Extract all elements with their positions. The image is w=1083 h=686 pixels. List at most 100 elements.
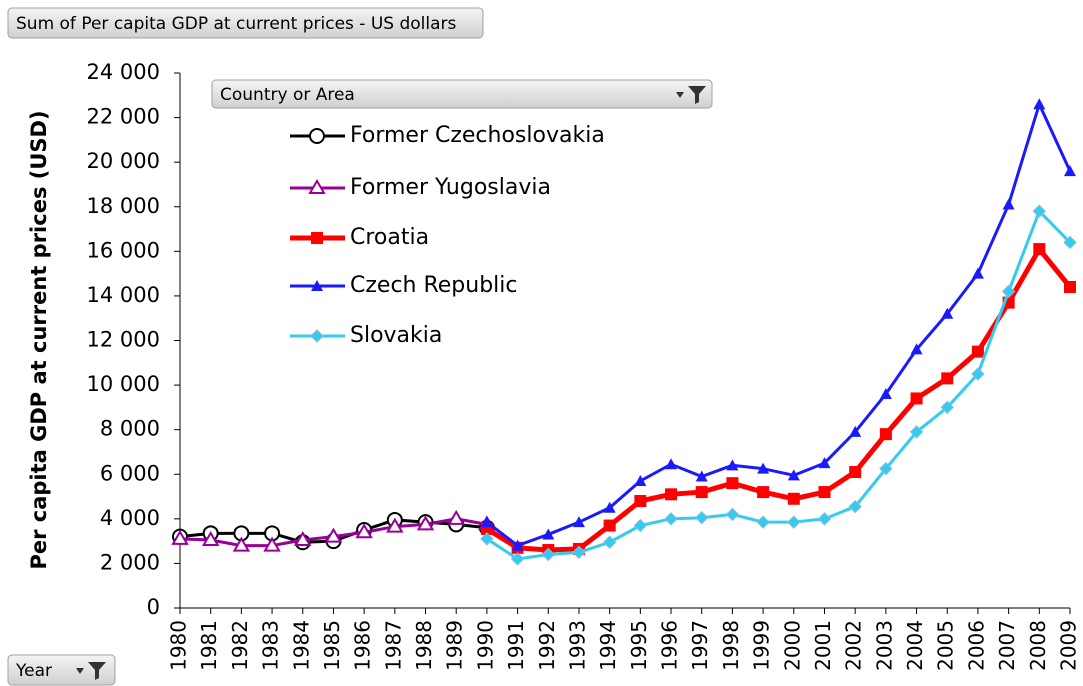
data-point [263,536,281,552]
x-tick-label: 1995 [627,620,651,671]
data-point [910,343,923,355]
legend-marker [308,179,326,194]
legend-field-button[interactable] [211,79,713,109]
data-point [510,552,525,566]
x-tick-label: 1993 [565,620,589,671]
data-point [634,495,647,507]
x-tick-label: 1985 [320,620,344,671]
data-point [1063,235,1077,250]
x-tick-label: 1998 [719,620,743,671]
data-point [1033,98,1046,110]
legend-marker [311,232,323,244]
y-tick-label: 16 000 [87,238,160,262]
data-point [849,425,862,437]
series-line [486,208,1072,561]
x-tick-label: 1990 [473,620,497,671]
data-point [603,501,616,513]
chart-title: Sum of Per capita GDP at current prices … [16,14,457,34]
data-point [848,499,862,514]
data-point [572,516,585,528]
data-point [818,486,831,499]
data-point [603,519,616,532]
data-point [757,462,770,474]
x-tick-label: 1982 [228,620,252,671]
x-tick-label: 1999 [750,620,774,671]
x-tick-label: 1997 [688,620,712,671]
y-tick-label: 6 000 [100,461,160,485]
data-point [665,488,678,501]
x-field-button[interactable] [7,654,116,686]
data-point [941,307,954,319]
data-point [232,536,251,552]
data-point [1064,281,1076,293]
x-tick-label: 2009 [1057,620,1081,671]
data-point [665,458,678,470]
data-point [726,459,739,471]
data-point [447,509,465,525]
data-point [787,515,801,529]
y-tick-label: 12 000 [87,328,160,352]
x-tick-label: 2005 [934,620,958,671]
legend-label: Czech Republic [350,273,518,298]
data-point [633,518,648,533]
data-point [1064,165,1076,177]
data-point [971,367,985,381]
filter-icon[interactable] [676,86,706,104]
x-tick-label: 2004 [903,620,927,671]
x-tick-label: 1996 [658,620,682,671]
y-tick-label: 22 000 [87,105,160,129]
data-point [971,345,984,358]
data-point [695,470,708,482]
data-point [355,523,373,539]
x-tick-label: 2007 [995,620,1019,671]
data-point [1033,243,1046,256]
data-point [879,428,892,441]
x-tick-label: 2008 [1026,620,1050,671]
x-tick-label: 1994 [596,620,620,671]
y-tick-label: 14 000 [87,283,160,307]
data-point [542,528,555,540]
data-point [480,516,493,528]
data-point [541,547,555,562]
x-tick-label: 1986 [351,620,375,671]
data-point [201,531,220,547]
filter-icon[interactable] [76,662,106,680]
legend-marker [309,128,325,144]
y-axis-label: Per capita GDP at current prices (USD) [27,110,51,569]
title-button[interactable] [7,7,484,39]
data-point [171,529,189,545]
data-point [910,392,923,405]
legend-marker [311,280,323,291]
data-point [634,474,647,486]
data-point [1032,204,1047,218]
data-point [324,527,343,543]
legend-label: Former Yugoslavia [350,175,551,200]
data-point [726,477,739,490]
legend-label: Former Czechoslovakia [350,123,605,148]
data-point [879,461,893,476]
data-point [879,388,892,399]
data-point [1001,284,1016,299]
data-point [602,535,617,549]
x-field: Year [15,661,52,681]
y-tick-label: 20 000 [87,149,160,173]
data-point [757,486,770,499]
x-tick-label: 1992 [535,620,559,671]
y-tick-label: 2 000 [100,550,160,574]
data-point [695,511,709,525]
data-point [572,545,586,559]
x-tick-label: 1987 [381,620,405,671]
x-tick-label: 2003 [872,620,896,671]
data-point [386,517,404,533]
y-tick-label: 10 000 [87,372,160,396]
data-point [818,457,831,469]
y-tick-label: 8 000 [100,417,160,441]
data-point [480,532,494,546]
legend-label: Slovakia [350,323,442,348]
data-point [1002,198,1015,210]
x-tick-label: 2002 [842,620,866,671]
x-tick-label: 1989 [443,620,467,671]
legend-label: Croatia [350,225,429,250]
x-tick-label: 1983 [259,620,283,671]
x-tick-label: 2000 [780,620,804,671]
